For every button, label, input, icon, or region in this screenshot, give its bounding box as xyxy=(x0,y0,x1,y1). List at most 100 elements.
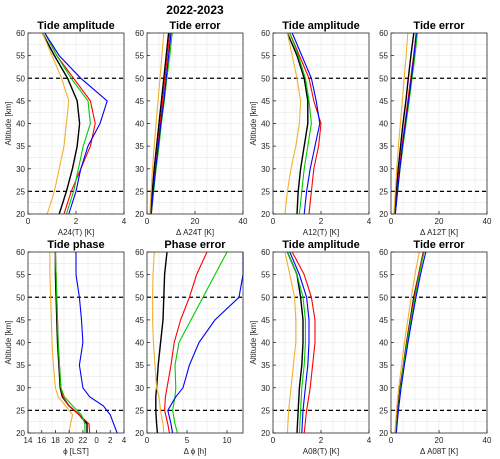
series-line-5 xyxy=(149,32,165,215)
panel-1: 20 25 30 35 40 45 50 55 60 0 2 4 Tide amplitude A24(T… xyxy=(4,20,127,237)
y-tick-label: 45 xyxy=(261,97,270,106)
y-tick-label: 55 xyxy=(261,52,270,61)
series-line-5 xyxy=(152,251,165,434)
series-line-4 xyxy=(150,32,172,215)
series-line-4 xyxy=(394,32,417,215)
y-tick-label: 55 xyxy=(261,271,270,280)
x-tick-label: 0 xyxy=(271,217,276,226)
x-axis-label: Δ A12T [K] xyxy=(420,228,458,237)
panel-title: Tide error xyxy=(169,20,221,32)
y-tick-label: 30 xyxy=(135,384,144,393)
x-axis-label: A12(T) [K] xyxy=(303,228,339,237)
series-line-1 xyxy=(286,32,309,215)
y-tick-label: 35 xyxy=(261,142,270,151)
panel-5: 20 25 30 35 40 45 50 55 60 14 16 18 20 22 0 2 4 Tide phas… xyxy=(4,239,127,456)
series-line-1 xyxy=(155,251,168,434)
y-tick-label: 55 xyxy=(16,52,25,61)
y-tick-label: 20 xyxy=(379,429,388,438)
y-tick-label: 25 xyxy=(135,187,144,196)
panel-3: 20 25 30 35 40 45 50 55 60 0 2 4 Tide amplitude A12(T… xyxy=(249,20,372,237)
panel-title: Tide error xyxy=(413,20,465,32)
y-tick-label: 45 xyxy=(261,316,270,325)
x-tick-label: 22 xyxy=(78,436,87,445)
y-tick-label: 35 xyxy=(261,361,270,370)
y-tick-label: 40 xyxy=(135,120,144,129)
panel-7: 20 25 30 35 40 45 50 55 60 0 2 4 Tide amplitude A08(T… xyxy=(249,239,372,456)
x-axis-label: Δ ϕ [h] xyxy=(184,447,207,456)
y-tick-label: 50 xyxy=(261,293,270,302)
y-tick-label: 55 xyxy=(379,271,388,280)
x-tick-label: 40 xyxy=(239,217,248,226)
series-line-4 xyxy=(167,252,244,434)
panel-title: Tide error xyxy=(413,239,465,251)
series-line-2 xyxy=(164,251,208,434)
series-line-3 xyxy=(54,251,86,433)
x-axis-label: A24(T) [K] xyxy=(58,228,94,237)
x-tick-label: 0 xyxy=(389,436,394,445)
y-tick-label: 45 xyxy=(135,316,144,325)
y-tick-label: 45 xyxy=(16,97,25,106)
y-tick-label: 60 xyxy=(379,29,388,38)
y-tick-label: 35 xyxy=(135,142,144,151)
x-tick-label: 20 xyxy=(435,436,444,445)
y-tick-label: 40 xyxy=(261,120,270,129)
x-tick-label: 40 xyxy=(483,436,492,445)
series-line-3 xyxy=(44,32,91,215)
y-tick-label: 25 xyxy=(379,406,388,415)
y-tick-label: 20 xyxy=(261,210,270,219)
y-tick-label: 50 xyxy=(135,293,144,302)
x-axis-label: Δ A24T [K] xyxy=(176,228,214,237)
x-tick-label: 4 xyxy=(122,436,127,445)
series-line-4 xyxy=(289,251,310,434)
y-tick-label: 30 xyxy=(379,165,388,174)
panel-title: Tide amplitude xyxy=(282,20,359,32)
y-tick-label: 60 xyxy=(379,248,388,257)
y-tick-label: 40 xyxy=(135,339,144,348)
series-line-1 xyxy=(286,251,304,434)
y-tick-label: 50 xyxy=(135,74,144,83)
y-tick-label: 40 xyxy=(261,339,270,348)
y-tick-label: 20 xyxy=(135,210,144,219)
x-tick-label: 2 xyxy=(319,217,324,226)
y-axis-label: Altitude [km] xyxy=(249,320,258,364)
series-line-5 xyxy=(284,32,302,215)
x-tick-label: 20 xyxy=(435,217,444,226)
y-tick-label: 55 xyxy=(135,271,144,280)
x-axis-label: Δ A08T [K] xyxy=(420,447,458,456)
y-axis-label: Altitude [km] xyxy=(249,101,258,145)
y-tick-label: 25 xyxy=(16,187,25,196)
series-line-1 xyxy=(41,32,81,215)
panel-title: Phase error xyxy=(164,239,226,251)
series-line-5 xyxy=(41,32,70,215)
series-line-5 xyxy=(49,252,74,434)
y-tick-label: 30 xyxy=(261,165,270,174)
y-tick-label: 40 xyxy=(16,339,25,348)
y-tick-label: 50 xyxy=(16,74,25,83)
y-tick-label: 60 xyxy=(135,248,144,257)
y-tick-label: 50 xyxy=(379,293,388,302)
y-tick-label: 25 xyxy=(379,187,388,196)
y-tick-label: 55 xyxy=(16,271,25,280)
y-tick-label: 60 xyxy=(16,29,25,38)
x-tick-label: 4 xyxy=(367,436,372,445)
y-tick-label: 50 xyxy=(261,74,270,83)
y-tick-label: 50 xyxy=(16,293,25,302)
x-tick-label: 4 xyxy=(367,217,372,226)
x-tick-label: 20 xyxy=(65,436,74,445)
y-tick-label: 60 xyxy=(261,248,270,257)
y-tick-label: 60 xyxy=(135,29,144,38)
y-tick-label: 45 xyxy=(135,97,144,106)
series-line-2 xyxy=(291,251,316,434)
y-tick-label: 25 xyxy=(261,406,270,415)
series-line-3 xyxy=(286,251,306,434)
x-tick-label: 2 xyxy=(108,436,113,445)
y-tick-label: 40 xyxy=(379,339,388,348)
series-line-1 xyxy=(149,32,170,215)
y-tick-label: 35 xyxy=(16,142,25,151)
y-tick-label: 20 xyxy=(135,429,144,438)
y-tick-label: 35 xyxy=(16,361,25,370)
y-tick-label: 60 xyxy=(16,248,25,257)
